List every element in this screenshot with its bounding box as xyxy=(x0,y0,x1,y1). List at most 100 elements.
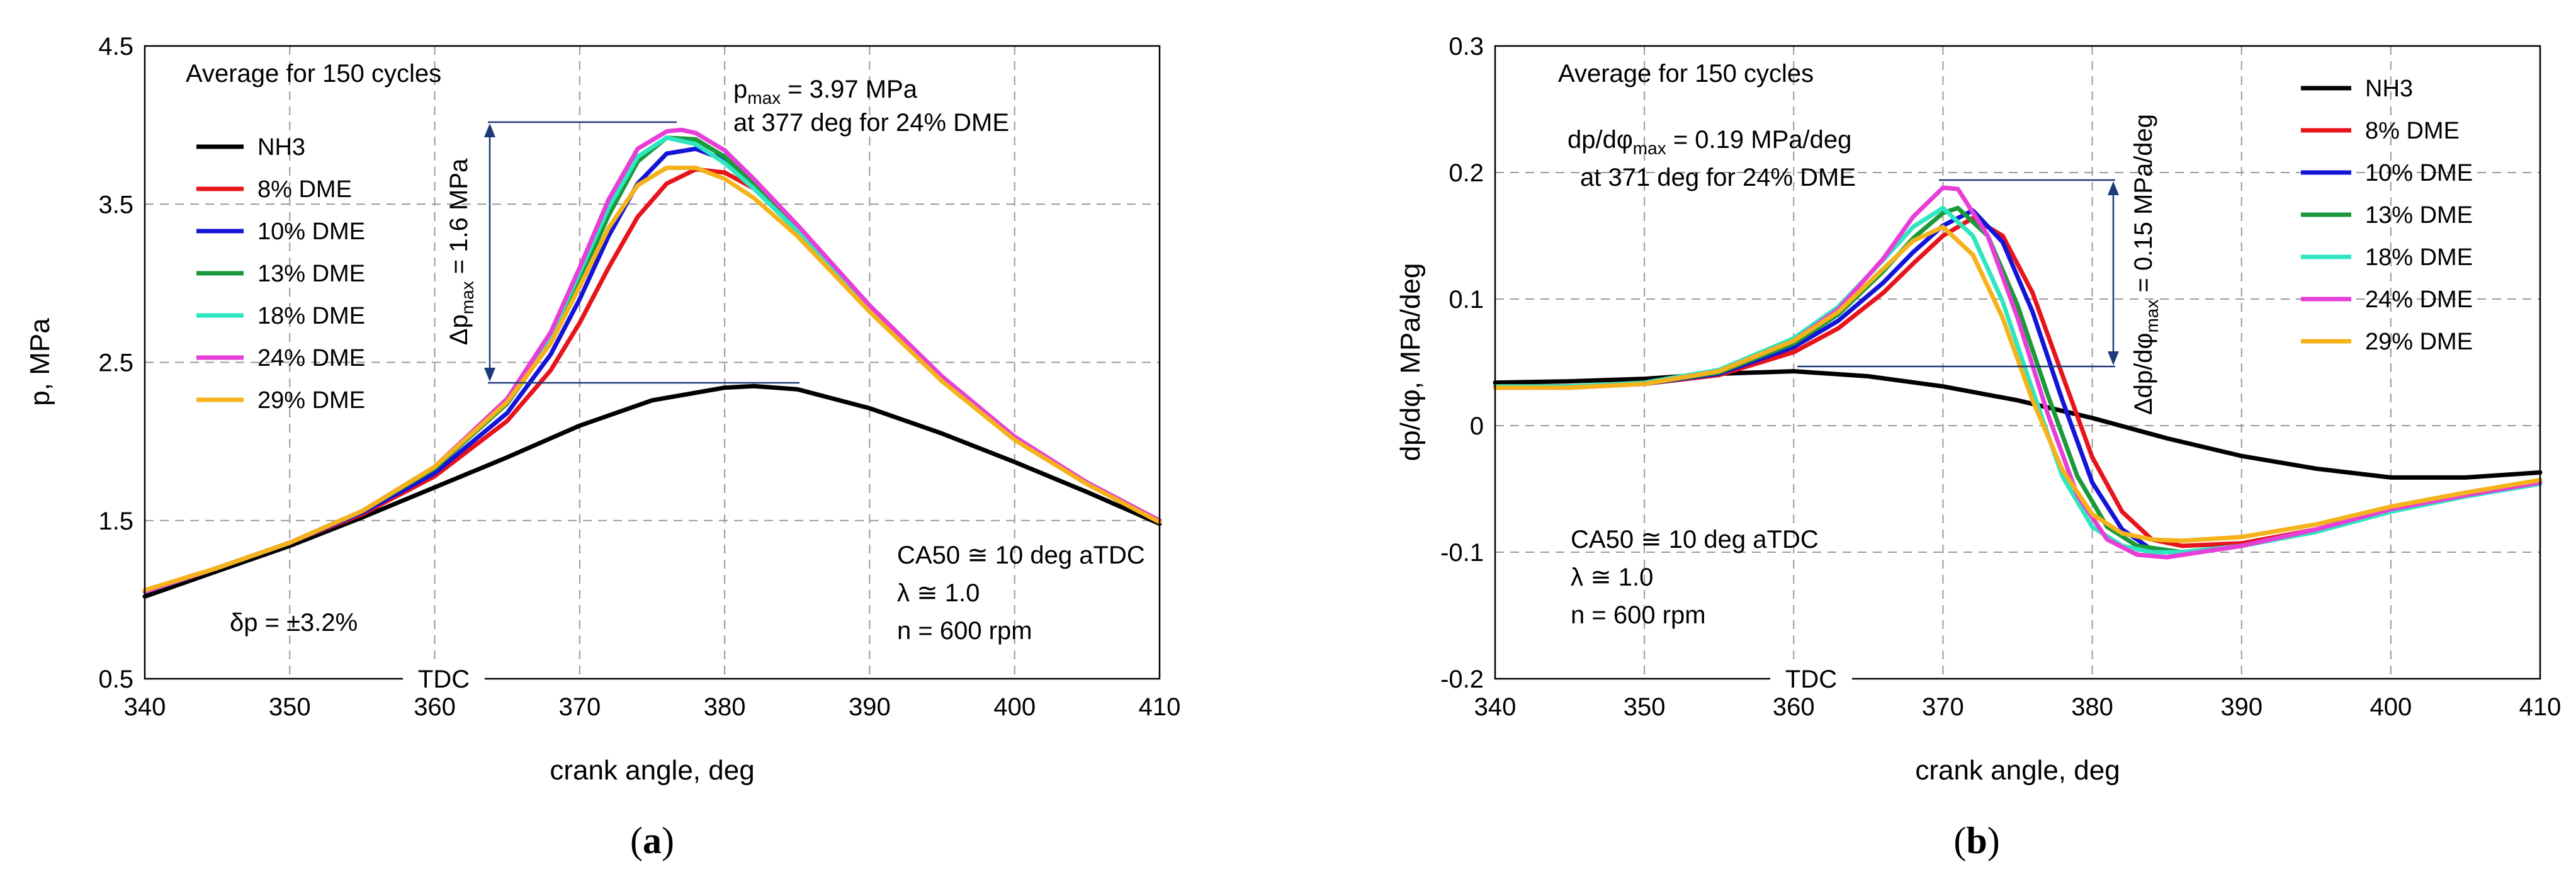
panel-a-xtick-label: 340 xyxy=(124,693,166,721)
panel-a-xlabel: crank angle, deg xyxy=(550,755,754,786)
panel-b-legend-label-29pct-dme: 29% DME xyxy=(2365,329,2473,355)
panel-a-tick-labels: 340 350 360 370 380 390 400 410 0.5 1.5 2.5 3.5 4.5 xyxy=(98,33,1180,721)
panel-a-pmax-note: pmax = 3.97 MPa xyxy=(733,76,918,108)
panel-b-grid xyxy=(1495,46,2540,679)
panel-b-frame xyxy=(1494,45,2541,680)
panel-a-ytick-label: 0.5 xyxy=(98,666,133,693)
panel-b-legend: NH3 8% DME 10% DME 13% DME 18% DME 24% DME 29%… xyxy=(2301,76,2473,355)
panel-b-delta-arrow-up xyxy=(2108,181,2119,195)
panel-b-tick-labels: 340 350 360 370 380 390 400 410 -0.2 -0.1 0 0.1 0.2 0… xyxy=(1440,33,2561,721)
panel-b-dpmax-prefix: dp/dφ xyxy=(1568,126,1633,154)
panel-b-ylabel: dp/dφ, MPa/deg xyxy=(1395,263,1426,462)
panel-b-ytick-label: 0.2 xyxy=(1449,159,1484,187)
panel-a-label-close: ) xyxy=(662,820,674,861)
panel-a-series-group xyxy=(142,127,1162,599)
panel-a-ytick-label: 3.5 xyxy=(98,191,133,218)
panel-a-ytick-label: 1.5 xyxy=(98,507,133,535)
panel-a-label-letter: a xyxy=(643,820,662,861)
panel-a-pmax-prefix: p xyxy=(733,76,747,103)
panel-a-xtick-label: 370 xyxy=(558,693,601,721)
panel-b-dpmax-note: dp/dφmax = 0.19 MPa/deg xyxy=(1568,126,1851,158)
panel-b-pressure-rate-chart: 340 350 360 370 380 390 400 410 -0.2 -0.1 0 0.1 0.2 0… xyxy=(1395,33,2561,861)
panel-a-legend: NH3 8% DME 10% DME 13% DME 18% DME 24% DME 29%… xyxy=(196,134,365,414)
panel-a-condition-lambda: λ ≅ 1.0 xyxy=(897,579,980,607)
panel-a-delta-value: = 1.6 MPa xyxy=(445,158,473,281)
panel-a-legend-label-29pct-dme: 29% DME xyxy=(257,387,365,414)
panel-b-legend-label-nh3: NH3 xyxy=(2365,76,2413,102)
panel-b-dpmax-value: = 0.19 MPa/deg xyxy=(1666,126,1852,154)
panel-b-dpmax-location: at 371 deg for 24% DME xyxy=(1580,164,1856,191)
panel-b-xtick-label: 340 xyxy=(1474,693,1517,721)
panel-b-legend-label-10pct-dme: 10% DME xyxy=(2365,160,2473,186)
panel-a-xtick-label: 400 xyxy=(993,693,1036,721)
panel-b-ytick-label: -0.1 xyxy=(1440,539,1484,567)
panel-a-legend-label-18pct-dme: 18% DME xyxy=(257,303,365,329)
panel-a-ytick-label: 2.5 xyxy=(98,349,133,377)
panel-a-delta-arrow-down xyxy=(484,368,495,382)
panel-b-xtick-label: 360 xyxy=(1773,693,1815,721)
panel-b-label: (b) xyxy=(1953,820,1999,861)
panel-b-ytick-label: -0.2 xyxy=(1440,666,1484,693)
panel-b-xtick-label: 380 xyxy=(2071,693,2113,721)
panel-b-xtick-label: 410 xyxy=(2519,693,2562,721)
panel-b-condition-speed: n = 600 rpm xyxy=(1571,601,1706,629)
panel-a-legend-label-nh3: NH3 xyxy=(257,134,305,161)
panel-a-average-note: Average for 150 cycles xyxy=(186,60,441,88)
panel-a-label: (a) xyxy=(630,820,674,861)
panel-a-delta-note: Δpmax = 1.6 MPa xyxy=(445,158,477,345)
panel-a-legend-label-8pct-dme: 8% DME xyxy=(257,176,352,203)
panel-b-tdc-background xyxy=(1770,663,1852,694)
panel-b-label-close: ) xyxy=(1987,820,2000,861)
panel-b-delta-prefix: Δdp/dφ xyxy=(2130,333,2157,416)
panel-a-xtick-label: 380 xyxy=(704,693,746,721)
panel-a-ytick-label: 4.5 xyxy=(98,33,133,60)
panel-b-xtick-label: 390 xyxy=(2220,693,2262,721)
panel-b-label-open: ( xyxy=(1953,820,1966,861)
panel-b-tdc-label: TDC xyxy=(1785,666,1837,693)
panel-a-uncertainty-note: δp = ±3.2% xyxy=(230,609,358,637)
panel-a-delta-subscript: max xyxy=(458,281,477,314)
panel-b-xlabel: crank angle, deg xyxy=(1915,755,2120,786)
panel-b-xtick-label: 370 xyxy=(1922,693,1964,721)
panel-a-grid xyxy=(145,46,1160,679)
panel-a-tdc-label: TDC xyxy=(418,666,470,693)
panel-b-ytick-label: 0 xyxy=(1470,412,1484,440)
panel-b-delta-arrow-down xyxy=(2108,351,2119,365)
panel-b-delta-value: = 0.15 MPa/deg xyxy=(2130,114,2157,300)
panel-b-legend-label-13pct-dme: 13% DME xyxy=(2365,202,2473,229)
panel-a-legend-label-13pct-dme: 13% DME xyxy=(257,261,365,287)
panel-a-pmax-value: = 3.97 MPa xyxy=(781,76,918,103)
panel-b-delta-subscript: max xyxy=(2142,300,2162,333)
panel-a-pressure-chart: 340 350 360 370 380 390 400 4100.51.52.53.54.5 … xyxy=(25,33,1180,861)
panel-b-legend-label-24pct-dme: 24% DME xyxy=(2365,286,2473,313)
panel-b-legend-label-8pct-dme: 8% DME xyxy=(2365,118,2460,144)
panel-b-series-29pct-dme xyxy=(1493,224,2543,543)
panel-a-delta-arrow-up xyxy=(484,123,495,137)
panel-b-series-group xyxy=(1493,185,2543,560)
panel-b-ytick-label: 0.3 xyxy=(1449,33,1484,60)
panel-a-condition-ca50: CA50 ≅ 10 deg aTDC xyxy=(897,541,1145,569)
panel-a-series-nh3 xyxy=(142,383,1162,599)
panel-a-legend-label-24pct-dme: 24% DME xyxy=(257,345,365,371)
panel-b-xtick-label: 350 xyxy=(1624,693,1666,721)
panel-a-xtick-label: 360 xyxy=(414,693,456,721)
panel-a-xtick-label: 410 xyxy=(1139,693,1181,721)
panel-a-pmax-location: at 377 deg for 24% DME xyxy=(733,109,1009,137)
panel-b-condition-lambda: λ ≅ 1.0 xyxy=(1571,564,1653,591)
panel-a-xtick-label: 390 xyxy=(849,693,891,721)
panel-b-xtick-label: 400 xyxy=(2370,693,2412,721)
panel-a-tdc-background xyxy=(403,663,485,694)
panel-b-legend-label-18pct-dme: 18% DME xyxy=(2365,244,2473,271)
panel-a-legend-label-10pct-dme: 10% DME xyxy=(257,218,365,245)
panel-a-ylabel: p, MPa xyxy=(25,318,55,406)
panel-a-pmax-subscript: max xyxy=(747,88,781,108)
panel-a-frame xyxy=(144,45,1161,680)
panel-b-dpmax-subscript: max xyxy=(1633,139,1666,158)
panel-a-xtick-label: 350 xyxy=(269,693,311,721)
panel-b-average-note: Average for 150 cycles xyxy=(1558,60,1814,88)
panel-a-condition-speed: n = 600 rpm xyxy=(897,617,1032,645)
panel-a-series-29pct-dme xyxy=(142,166,1162,592)
panel-b-ytick-label: 0.1 xyxy=(1449,286,1484,314)
panel-b-delta-marker xyxy=(1797,179,2119,368)
